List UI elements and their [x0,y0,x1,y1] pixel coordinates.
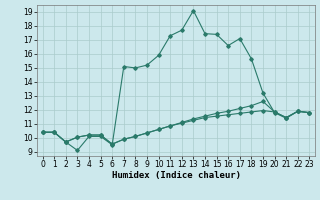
X-axis label: Humidex (Indice chaleur): Humidex (Indice chaleur) [111,171,241,180]
